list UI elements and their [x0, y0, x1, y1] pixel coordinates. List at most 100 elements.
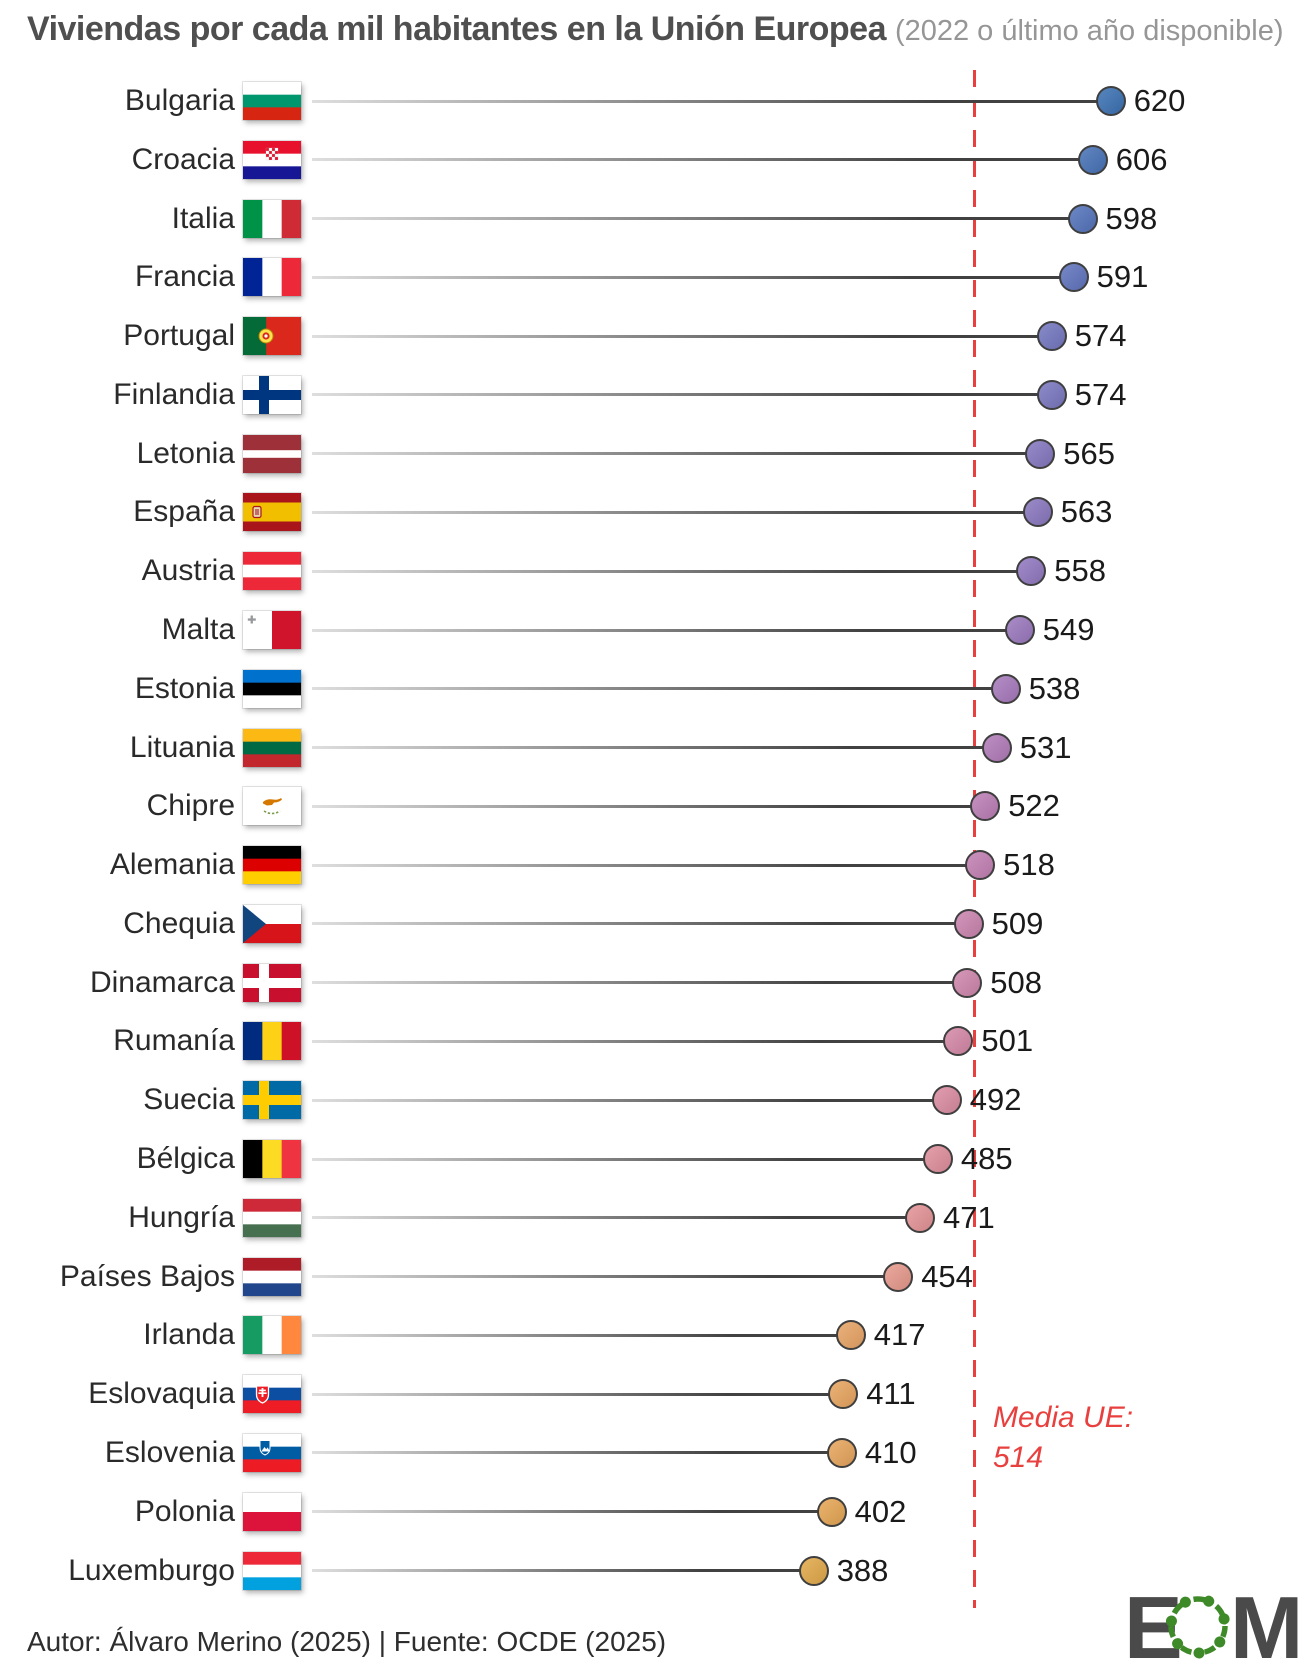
value-label: 471 [943, 1199, 995, 1235]
country-label: Austria [141, 554, 235, 588]
country-label: España [133, 495, 235, 529]
country-label: Irlanda [143, 1318, 235, 1352]
lollipop-stem [312, 510, 1025, 514]
lollipop-dot [835, 1320, 866, 1351]
country-label: Portugal [123, 319, 235, 353]
chart-row: Polonia 402 [0, 1482, 1310, 1541]
slovenia-flag [243, 1433, 301, 1473]
chart-row: Finlandia 574 [0, 365, 1310, 424]
lithuania-flag [243, 728, 301, 768]
lollipop-dot [1036, 379, 1067, 410]
lollipop-stem [312, 687, 993, 691]
estonia-flag [243, 669, 301, 709]
country-label: Chipre [146, 789, 235, 823]
czechia-flag [243, 904, 301, 944]
value-label: 522 [1008, 788, 1060, 824]
country-label: Suecia [143, 1083, 235, 1117]
value-label: 492 [969, 1082, 1022, 1118]
value-label: 574 [1074, 376, 1127, 412]
country-label: Croacia [131, 142, 235, 176]
chart-row: Chequia 509 [0, 894, 1310, 953]
chart-row: Estonia 538 [0, 659, 1310, 718]
chart-row: Lituania 531 [0, 718, 1310, 777]
hungary-flag [243, 1198, 301, 1238]
eu-average-label: Media UE: 514 [993, 1398, 1133, 1478]
country-label: Bélgica [136, 1142, 235, 1176]
country-label: Polonia [134, 1494, 235, 1528]
finland-flag [243, 375, 301, 414]
austria-flag [243, 552, 301, 591]
eom-logo-letter-e: E [1128, 1584, 1183, 1668]
lollipop-stem [312, 746, 984, 750]
lollipop-dot [1067, 203, 1098, 234]
value-label: 501 [981, 1023, 1034, 1059]
lollipop-stem [312, 863, 968, 867]
chart-row: Hungría 471 [0, 1188, 1310, 1247]
country-label: Dinamarca [89, 965, 235, 999]
chart-row: Irlanda 417 [0, 1306, 1310, 1365]
country-label: Países Bajos [59, 1259, 235, 1293]
eu-average-line [973, 70, 976, 1608]
eom-logo: E M [1128, 1584, 1303, 1668]
value-label: 509 [991, 905, 1044, 941]
lollipop-dot [1022, 497, 1053, 528]
lollipop-stem [312, 1275, 886, 1279]
lollipop-stem [312, 804, 973, 808]
country-label: Letonia [136, 436, 235, 470]
portugal-flag [243, 317, 302, 356]
chart-row: Países Bajos 454 [0, 1247, 1310, 1306]
spain-flag [243, 493, 301, 532]
lollipop-dot [943, 1026, 974, 1057]
chart-row: Austria 558 [0, 542, 1310, 601]
lollipop-stem [312, 275, 1061, 279]
value-label: 563 [1060, 494, 1113, 530]
poland-flag [243, 1492, 301, 1532]
eu-average-value: 514 [993, 1441, 1044, 1474]
value-label: 454 [921, 1258, 973, 1294]
value-label: 574 [1074, 318, 1127, 354]
denmark-flag [243, 963, 301, 1002]
value-label: 411 [866, 1376, 916, 1412]
country-label: Malta [161, 613, 235, 647]
chart-subtitle: (2022 o último año disponible) [894, 15, 1284, 47]
chart-row: Francia 591 [0, 248, 1310, 307]
lollipop-dot [1077, 144, 1108, 175]
chart-row: Dinamarca 508 [0, 953, 1310, 1012]
france-flag [243, 258, 302, 297]
ireland-flag [243, 1316, 302, 1355]
lollipop-stem [312, 452, 1028, 456]
value-label: 538 [1028, 670, 1081, 706]
country-label: Francia [134, 260, 235, 294]
lollipop-dot [931, 1085, 962, 1116]
lollipop-dot [883, 1261, 914, 1292]
lollipop-dot [953, 908, 984, 939]
country-label: Bulgaria [124, 84, 235, 117]
lollipop-dot [828, 1379, 859, 1410]
italy-flag [243, 199, 302, 238]
chart-row: Luxemburgo 388 [0, 1541, 1310, 1600]
lollipop-dot [1016, 556, 1047, 587]
eu-average-label-text: Media UE: [993, 1401, 1134, 1434]
eom-logo-letter-m: M [1230, 1584, 1303, 1668]
value-label: 518 [1003, 847, 1055, 883]
country-label: Estonia [134, 671, 235, 705]
value-label: 417 [873, 1317, 926, 1353]
chart-row: Eslovenia 410 [0, 1423, 1310, 1482]
lollipop-stem [312, 1451, 829, 1455]
value-label: 598 [1105, 200, 1158, 236]
lollipop-stem [312, 99, 1098, 103]
lollipop-dot [965, 850, 996, 881]
country-label: Eslovenia [104, 1435, 235, 1469]
lollipop-dot [826, 1437, 857, 1468]
chart-row: Italia 598 [0, 189, 1310, 248]
lollipop-stem [312, 1216, 907, 1220]
lollipop-stem [312, 981, 955, 985]
country-label: Rumanía [113, 1024, 235, 1058]
page-title: Viviendas por cada mil habitantes en la … [27, 10, 1283, 49]
value-label: 565 [1063, 435, 1116, 471]
value-label: 388 [836, 1552, 889, 1588]
malta-flag [243, 611, 302, 650]
germany-flag [243, 846, 301, 885]
